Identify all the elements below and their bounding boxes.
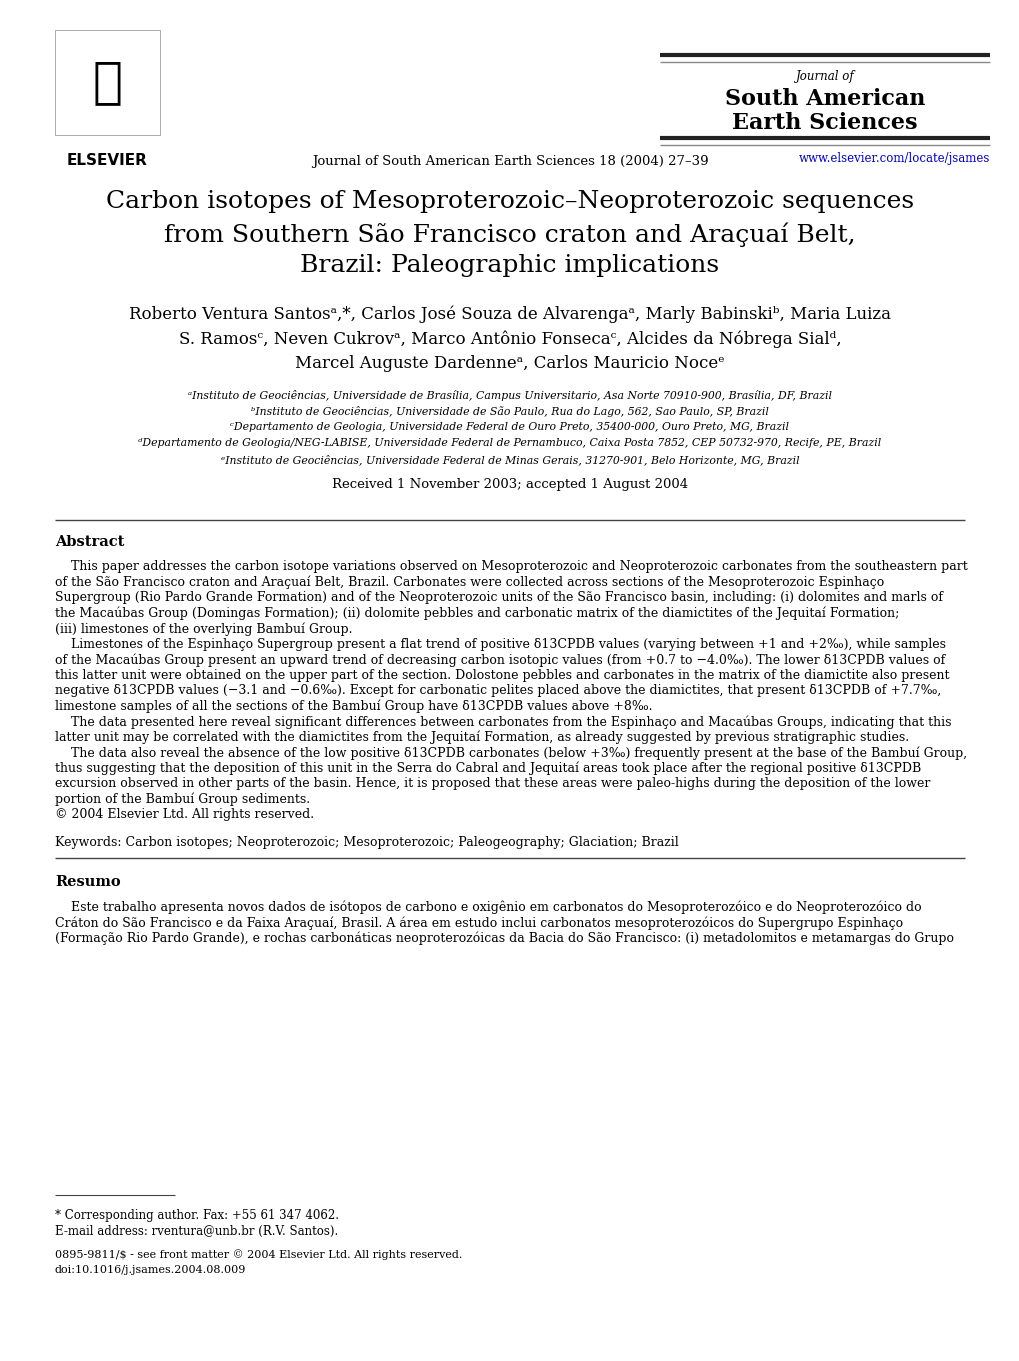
- Text: © 2004 Elsevier Ltd. All rights reserved.: © 2004 Elsevier Ltd. All rights reserved…: [55, 808, 314, 821]
- Text: ᵈDepartamento de Geologia/NEG-LABISE, Universidade Federal de Pernambuco, Caixa : ᵈDepartamento de Geologia/NEG-LABISE, Un…: [139, 438, 880, 448]
- Text: of the São Francisco craton and Araçuaí Belt, Brazil. Carbonates were collected : of the São Francisco craton and Araçuaí …: [55, 576, 883, 589]
- Text: (Formação Rio Pardo Grande), e rochas carbonáticas neoproterozóicas da Bacia do : (Formação Rio Pardo Grande), e rochas ca…: [55, 931, 953, 945]
- Text: Este trabalho apresenta novos dados de isótopos de carbono e oxigênio em carbona: Este trabalho apresenta novos dados de i…: [55, 901, 921, 915]
- FancyBboxPatch shape: [55, 30, 160, 135]
- Text: portion of the Bambuí Group sediments.: portion of the Bambuí Group sediments.: [55, 792, 310, 806]
- Text: of the Macaúbas Group present an upward trend of decreasing carbon isotopic valu: of the Macaúbas Group present an upward …: [55, 653, 945, 667]
- Text: (iii) limestones of the overlying Bambuí Group.: (iii) limestones of the overlying Bambuí…: [55, 622, 353, 636]
- Text: Journal of: Journal of: [795, 69, 854, 83]
- Text: Roberto Ventura Santosᵃ,*, Carlos José Souza de Alvarengaᵃ, Marly Babinskiᵇ, Mar: Roberto Ventura Santosᵃ,*, Carlos José S…: [128, 305, 891, 323]
- Text: doi:10.1016/j.jsames.2004.08.009: doi:10.1016/j.jsames.2004.08.009: [55, 1264, 247, 1275]
- Text: Received 1 November 2003; accepted 1 August 2004: Received 1 November 2003; accepted 1 Aug…: [331, 478, 688, 491]
- Text: Carbon isotopes of Mesoproterozoic–Neoproterozoic sequences: Carbon isotopes of Mesoproterozoic–Neopr…: [106, 191, 913, 214]
- Text: Journal of South American Earth Sciences 18 (2004) 27–39: Journal of South American Earth Sciences…: [312, 155, 707, 167]
- Text: Keywords: Carbon isotopes; Neoproterozoic; Mesoproterozoic; Paleogeography; Glac: Keywords: Carbon isotopes; Neoproterozoi…: [55, 836, 678, 848]
- Text: latter unit may be correlated with the diamictites from the Jequitaí Formation, : latter unit may be correlated with the d…: [55, 731, 908, 744]
- Text: thus suggesting that the deposition of this unit in the Serra do Cabral and Jequ: thus suggesting that the deposition of t…: [55, 762, 920, 774]
- Text: This paper addresses the carbon isotope variations observed on Mesoproterozoic a: This paper addresses the carbon isotope …: [55, 559, 967, 573]
- Text: E-mail address: rventura@unb.br (R.V. Santos).: E-mail address: rventura@unb.br (R.V. Sa…: [55, 1225, 338, 1239]
- Text: The data also reveal the absence of the low positive δ13CPDB carbonates (below +: The data also reveal the absence of the …: [55, 746, 966, 759]
- Text: The data presented here reveal significant differences between carbonates from t: The data presented here reveal significa…: [55, 715, 951, 728]
- Text: 0895-9811/$ - see front matter © 2004 Elsevier Ltd. All rights reserved.: 0895-9811/$ - see front matter © 2004 El…: [55, 1249, 462, 1260]
- Text: Abstract: Abstract: [55, 535, 124, 548]
- Text: Supergroup (Rio Pardo Grande Formation) and of the Neoproterozoic units of the S: Supergroup (Rio Pardo Grande Formation) …: [55, 591, 943, 604]
- Text: ᵇInstituto de Geociências, Universidade de São Paulo, Rua do Lago, 562, Sao Paul: ᵇInstituto de Geociências, Universidade …: [251, 406, 768, 416]
- Text: South American: South American: [725, 88, 924, 110]
- Text: negative δ13CPDB values (−3.1 and −0.6‰). Except for carbonatic pelites placed a: negative δ13CPDB values (−3.1 and −0.6‰)…: [55, 685, 941, 697]
- Text: ᵃInstituto de Geociências, Universidade de Brasília, Campus Universitario, Asa N: ᵃInstituto de Geociências, Universidade …: [187, 391, 832, 401]
- Text: S. Ramosᶜ, Neven Cukrovᵃ, Marco Antônio Fonsecaᶜ, Alcides da Nóbrega Sialᵈ,: S. Ramosᶜ, Neven Cukrovᵃ, Marco Antônio …: [178, 329, 841, 347]
- Text: from Southern São Francisco craton and Araçuaí Belt,: from Southern São Francisco craton and A…: [164, 222, 855, 246]
- Text: Resumo: Resumo: [55, 875, 120, 890]
- Text: Cráton do São Francisco e da Faixa Araçuaí, Brasil. A área em estudo inclui carb: Cráton do São Francisco e da Faixa Araçu…: [55, 916, 902, 930]
- Text: ELSEVIER: ELSEVIER: [67, 152, 148, 167]
- Text: the Macaúbas Group (Domingas Formation); (ii) dolomite pebbles and carbonatic ma: the Macaúbas Group (Domingas Formation);…: [55, 607, 899, 621]
- Text: www.elsevier.com/locate/jsames: www.elsevier.com/locate/jsames: [798, 152, 989, 165]
- Text: Marcel Auguste Dardenneᵃ, Carlos Mauricio Noceᵉ: Marcel Auguste Dardenneᵃ, Carlos Maurici…: [294, 355, 725, 372]
- Text: ᶜDepartamento de Geologia, Universidade Federal de Ouro Preto, 35400-000, Ouro P: ᶜDepartamento de Geologia, Universidade …: [230, 422, 789, 431]
- Text: excursion observed in other parts of the basin. Hence, it is proposed that these: excursion observed in other parts of the…: [55, 777, 929, 789]
- Text: * Corresponding author. Fax: +55 61 347 4062.: * Corresponding author. Fax: +55 61 347 …: [55, 1209, 338, 1222]
- Text: limestone samples of all the sections of the Bambuí Group have δ13CPDB values ab: limestone samples of all the sections of…: [55, 700, 652, 713]
- Text: Earth Sciences: Earth Sciences: [732, 112, 917, 133]
- Text: 🌲: 🌲: [93, 59, 122, 106]
- Text: this latter unit were obtained on the upper part of the section. Dolostone pebbl: this latter unit were obtained on the up…: [55, 668, 949, 682]
- Text: Brazil: Paleographic implications: Brazil: Paleographic implications: [301, 255, 718, 278]
- Text: ᵉInstituto de Geociências, Universidade Federal de Minas Gerais, 31270-901, Belo: ᵉInstituto de Geociências, Universidade …: [220, 455, 799, 464]
- Text: Limestones of the Espinhaço Supergroup present a flat trend of positive δ13CPDB : Limestones of the Espinhaço Supergroup p…: [55, 637, 945, 651]
